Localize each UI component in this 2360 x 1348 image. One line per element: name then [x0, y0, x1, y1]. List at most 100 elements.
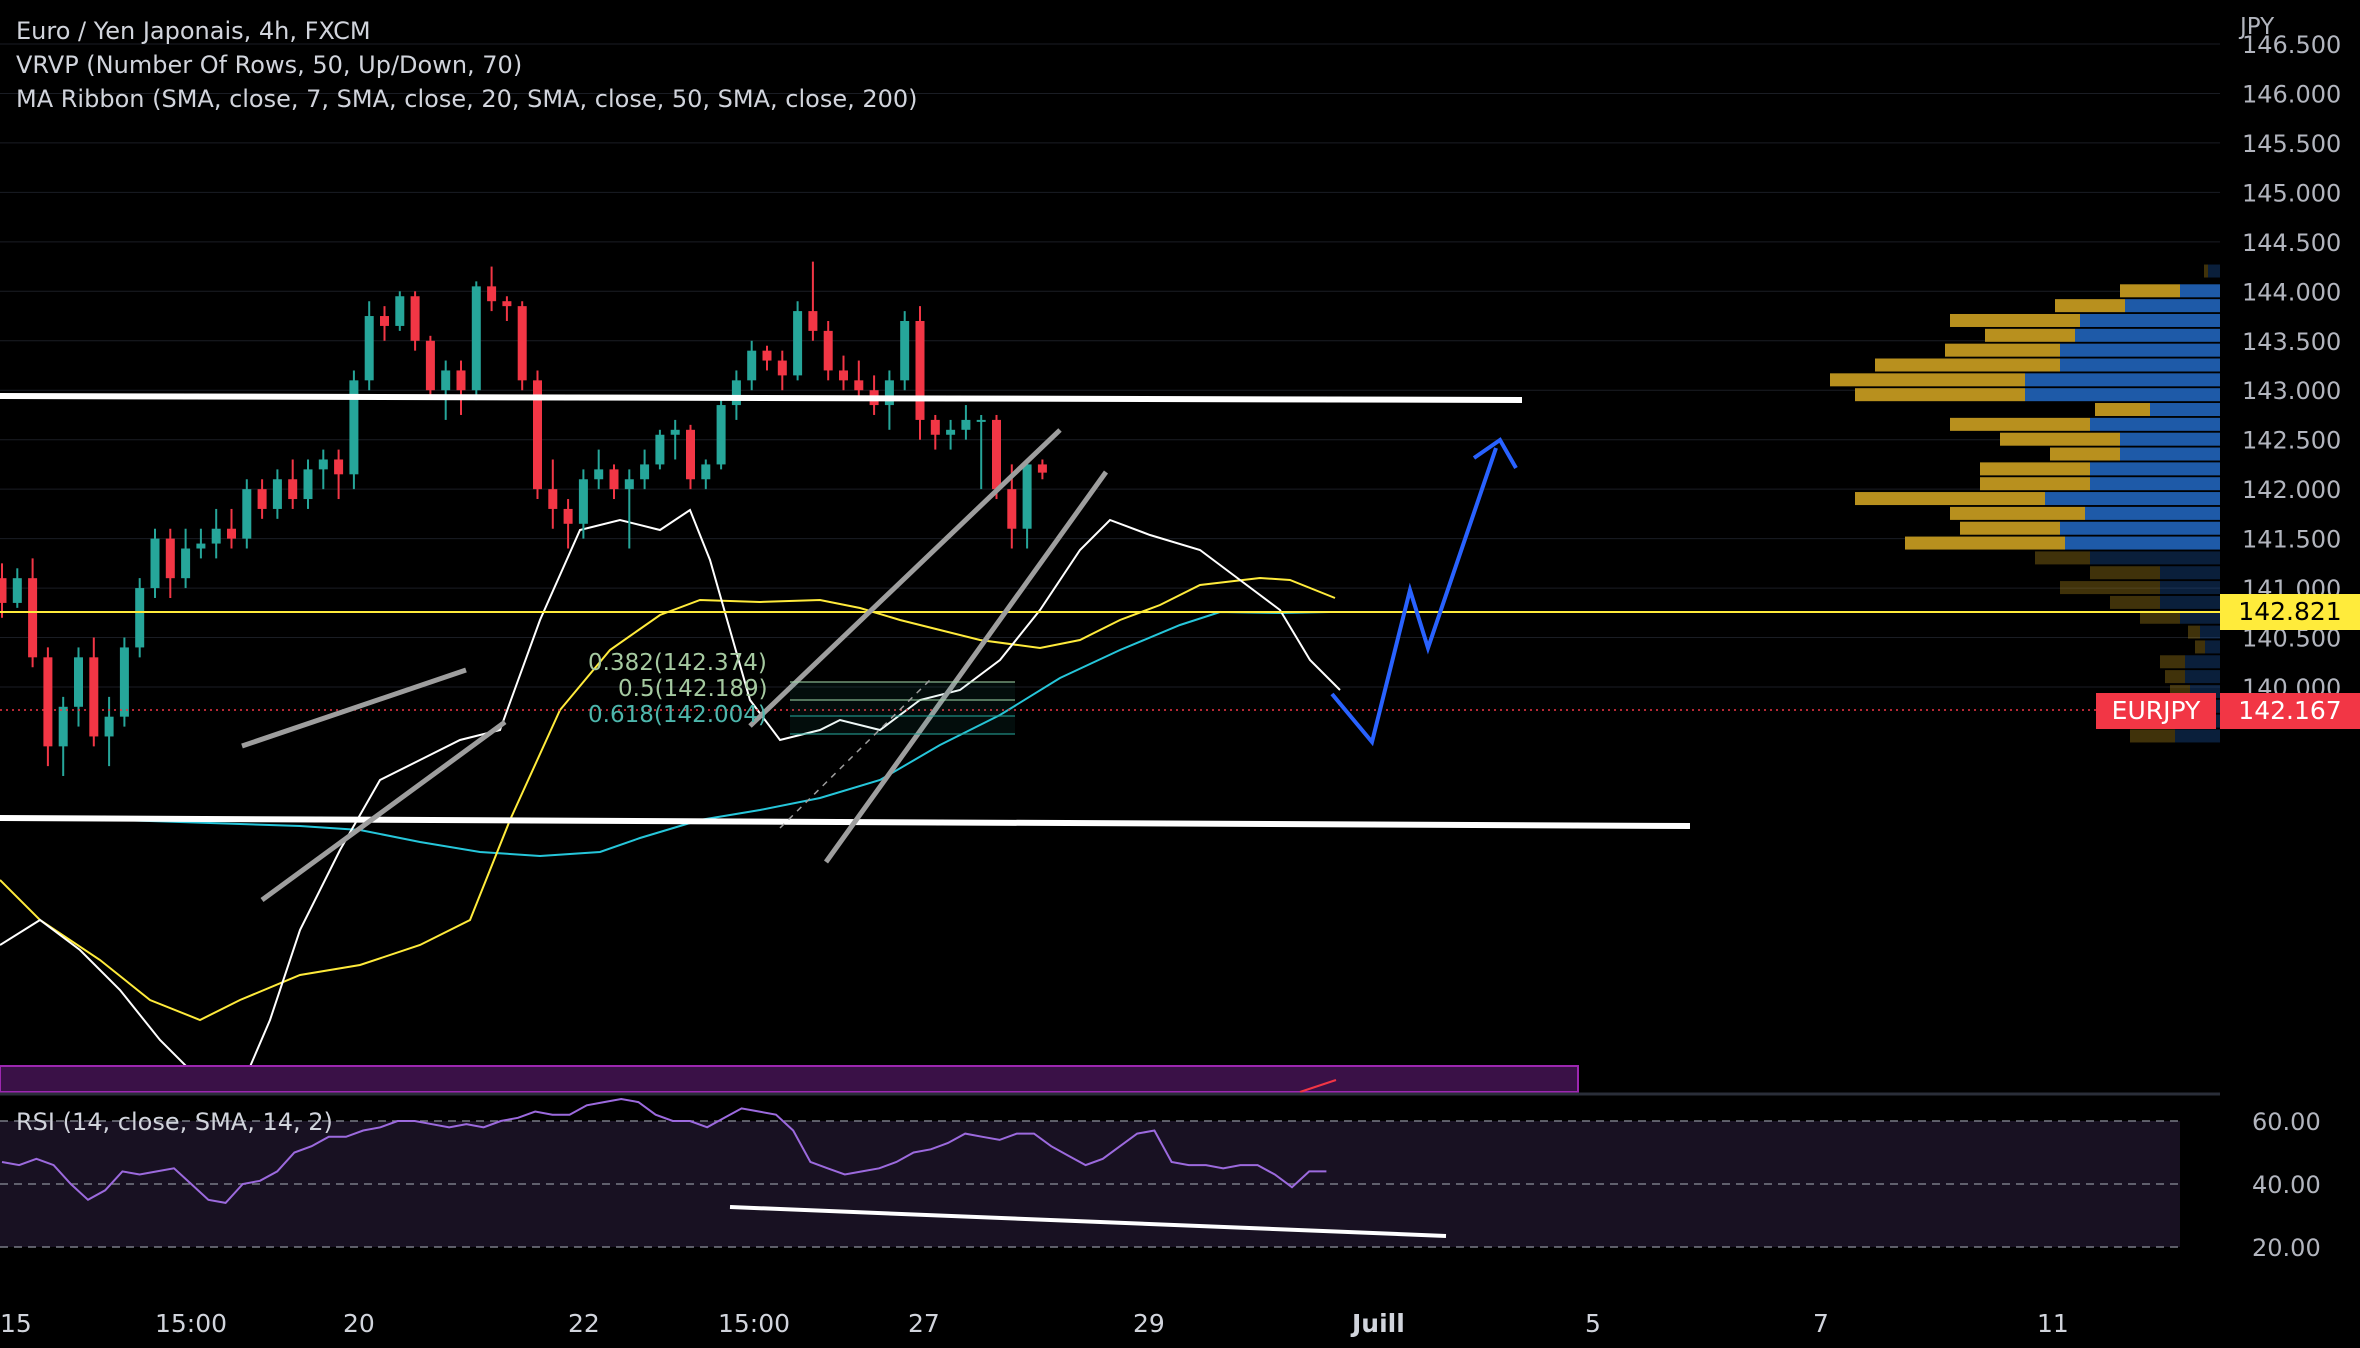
volume-bar-up: [2060, 358, 2220, 372]
volume-bar-up: [2160, 595, 2220, 609]
time-tick-label: 27: [908, 1309, 940, 1338]
candle-body: [89, 657, 99, 737]
candle-body: [747, 350, 757, 381]
candle-body: [181, 548, 191, 579]
candle-body: [135, 588, 145, 648]
volume-bar-up: [2060, 521, 2220, 535]
candle-body: [731, 380, 741, 406]
time-tick-label: 7: [1813, 1309, 1829, 1338]
time-axis[interactable]: 15 15:00 20 22 15:00 27 29 Juill 5 7 11: [0, 1309, 2069, 1338]
volume-bar-up: [2080, 313, 2220, 327]
candle-body: [961, 419, 971, 430]
demand-zone[interactable]: [0, 1065, 1579, 1093]
rsi-divergence-line[interactable]: [729, 1205, 1447, 1238]
candle-body: [930, 419, 940, 435]
price-tick-label: 144.500: [2242, 229, 2341, 257]
volume-bar-up: [2180, 610, 2220, 624]
volume-bar-up: [2025, 373, 2220, 387]
volume-bar-down: [2050, 447, 2120, 461]
candle-body: [517, 306, 527, 381]
price-grid: [0, 43, 2220, 688]
volume-bar-down: [2095, 403, 2150, 417]
time-tick-label: 15: [0, 1309, 32, 1338]
price-tick-label: 145.500: [2242, 130, 2341, 158]
candle-body: [701, 464, 711, 480]
volume-bar-down: [2035, 551, 2090, 565]
candle-body: [74, 657, 83, 707]
candle-body: [395, 296, 405, 326]
resistance-line[interactable]: [0, 393, 1523, 403]
last-price-tag: 142.167: [2220, 693, 2360, 729]
price-tick-label: 145.000: [2242, 179, 2341, 207]
candle-body: [686, 429, 695, 480]
candle-body: [456, 370, 466, 391]
volume-bar-up: [2160, 581, 2220, 595]
time-tick-label: 5: [1585, 1309, 1601, 1338]
candle-body: [1007, 489, 1017, 529]
time-tick-label: Juill: [1350, 1309, 1405, 1338]
candle-body: [976, 419, 986, 422]
support-line[interactable]: [0, 815, 1691, 829]
rsi-axis[interactable]: 60.00 40.00 20.00: [2252, 1108, 2321, 1262]
volume-bar-down: [2195, 640, 2205, 654]
volume-bar-up: [2065, 536, 2220, 550]
symbol-title[interactable]: Euro / Yen Japonais, 4h, FXCM: [16, 17, 371, 45]
volume-bar-down: [2140, 610, 2180, 624]
candle-body: [992, 419, 1001, 490]
fib-retracement[interactable]: [779, 679, 1015, 829]
volume-bar-up: [2180, 284, 2220, 298]
rsi-indicator-label[interactable]: RSI (14, close, SMA, 14, 2): [16, 1108, 333, 1136]
volume-bar-down: [2130, 729, 2175, 743]
ma-ribbon-indicator-label[interactable]: MA Ribbon (SMA, close, 7, SMA, close, 20…: [16, 85, 918, 113]
channel-left[interactable]: [241, 667, 507, 903]
time-tick-label: 22: [568, 1309, 600, 1338]
small-red-line: [1299, 1079, 1337, 1093]
price-tick-label: 143.500: [2242, 328, 2341, 356]
volume-bar-up: [2045, 492, 2220, 506]
candle-body: [578, 479, 588, 524]
candle-body: [670, 429, 680, 435]
rsi-tick-label: 60.00: [2252, 1108, 2321, 1136]
candle-body: [165, 538, 175, 579]
candle-body: [655, 434, 665, 465]
vrvp-indicator-label[interactable]: VRVP (Number Of Rows, 50, Up/Down, 70): [16, 51, 523, 79]
volume-bar-up: [2120, 447, 2220, 461]
rsi-band: [0, 1121, 2180, 1247]
volume-bar-down: [2160, 655, 2185, 669]
volume-bar-down: [1830, 373, 2025, 387]
volume-bar-down: [1980, 477, 2090, 491]
price-tick-label: 143.000: [2242, 377, 2341, 405]
candle-body: [334, 459, 344, 475]
fib-label-0382: 0.382(142.374): [588, 650, 767, 676]
volume-bar-down: [1950, 417, 2090, 431]
volume-bar-down: [1960, 521, 2060, 535]
candle-body: [410, 296, 420, 341]
candle-body: [119, 647, 129, 717]
rsi-tick-label: 20.00: [2252, 1234, 2321, 1262]
volume-bar-up: [2025, 388, 2220, 402]
volume-bar-down: [2000, 432, 2120, 446]
fib-label-05: 0.5(142.189): [618, 676, 768, 702]
channel-right[interactable]: [748, 428, 1109, 864]
candle-body: [0, 578, 7, 603]
candle-body: [272, 479, 282, 509]
volume-bar-down: [1950, 313, 2080, 327]
candle-body: [303, 469, 313, 500]
price-tick-label: 146.000: [2242, 80, 2341, 108]
volume-bar-down: [2188, 625, 2200, 639]
volume-bar-down: [1985, 328, 2075, 342]
candle-body: [946, 429, 956, 435]
candle-body: [257, 489, 267, 509]
candle-body: [548, 489, 558, 509]
volume-bar-up: [2208, 264, 2220, 278]
fib-label-0618: 0.618(142.004): [588, 702, 767, 728]
candle-body: [1037, 464, 1047, 473]
volume-bar-up: [2075, 328, 2220, 342]
volume-bar-up: [2205, 640, 2220, 654]
candle-body: [808, 311, 818, 331]
volume-bar-up: [2090, 477, 2220, 491]
projection-path[interactable]: [1330, 447, 1498, 747]
volume-bar-down: [1905, 536, 2065, 550]
volume-bar-down: [2090, 566, 2160, 580]
